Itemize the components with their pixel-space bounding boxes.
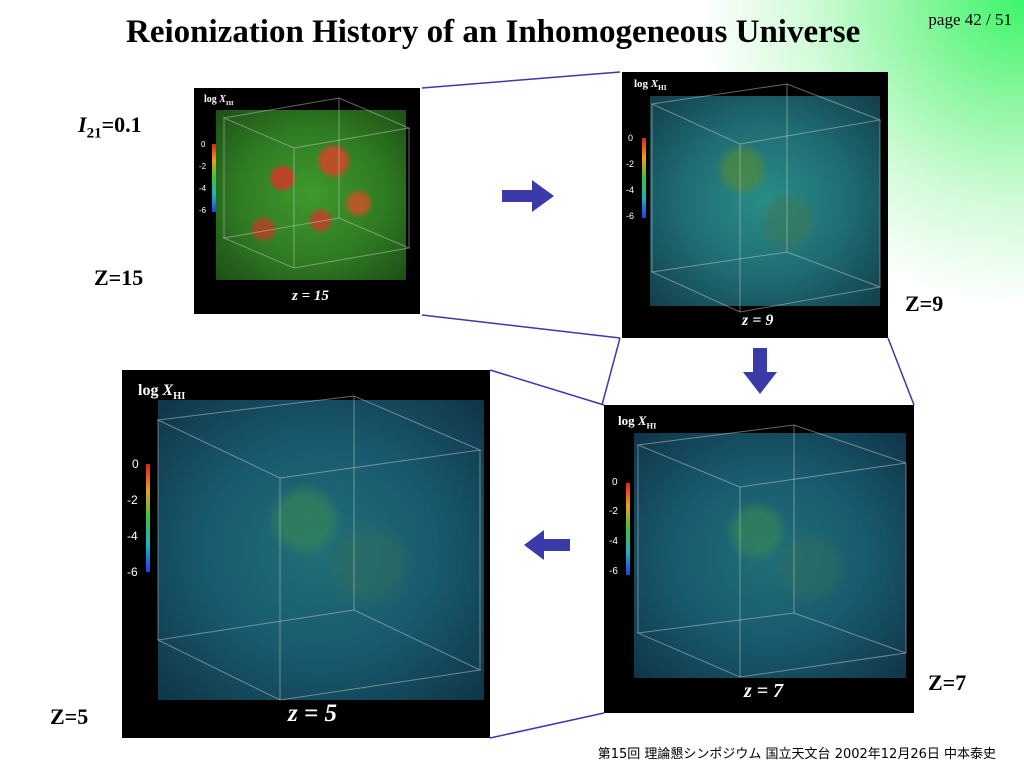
simulation-render-z9 bbox=[650, 96, 880, 306]
tick-z15-2: -4 bbox=[199, 184, 207, 193]
intensity-symbol: I bbox=[78, 112, 87, 137]
legend-title-z15: log XHI bbox=[204, 94, 234, 107]
tick-z5-3: -6 bbox=[127, 565, 138, 579]
colorbar-z9 bbox=[642, 138, 646, 218]
simulation-render-z5 bbox=[158, 400, 484, 700]
tick-z9-3: -6 bbox=[626, 211, 635, 221]
intensity-value: =0.1 bbox=[101, 112, 142, 137]
cube-outline-z9 bbox=[650, 83, 882, 313]
panel-z9: log XHI 0 -2 -4 -6 z = 9 bbox=[622, 72, 888, 338]
tick-z7-2: -4 bbox=[609, 536, 618, 547]
arrow-left-icon bbox=[524, 530, 570, 560]
panel-z5: log XHI 0 -2 -4 -6 z = 5 bbox=[122, 370, 490, 738]
caption-z7: Z=7 bbox=[928, 670, 967, 695]
caption-z15: Z=15 bbox=[94, 265, 144, 290]
page-number: page 42 / 51 bbox=[928, 10, 1012, 29]
tick-z5-0: 0 bbox=[132, 457, 139, 471]
colorbar-z5 bbox=[146, 464, 150, 572]
tick-z5-2: -4 bbox=[127, 529, 138, 543]
cube-outline-z7 bbox=[636, 424, 907, 678]
arrow-right-icon bbox=[502, 180, 554, 212]
panel-z7: log XHI 0 -2 -4 -6 z = 7 bbox=[604, 405, 914, 713]
inner-label-z5: z = 5 bbox=[288, 700, 337, 727]
inner-label-z7: z = 7 bbox=[744, 680, 784, 702]
colorbar-z15 bbox=[212, 144, 216, 212]
arrow-down-icon bbox=[743, 348, 777, 394]
tick-z7-0: 0 bbox=[612, 477, 618, 488]
legend-title-z9: log XHI bbox=[634, 78, 667, 93]
simulation-render-z15 bbox=[216, 110, 406, 280]
slide-footer: 第15回 理論懇シンポジウム 国立天文台 2002年12月26日 中本泰史 bbox=[597, 747, 996, 762]
inner-label-z9: z = 9 bbox=[742, 312, 774, 329]
intensity-label: I21=0.1 bbox=[78, 112, 142, 142]
legend-title-z7: log XHI bbox=[618, 413, 657, 431]
panel-z15: log XHI 0 -2 -4 -6 z = 15 bbox=[194, 88, 420, 314]
cube-outline-z15 bbox=[222, 97, 411, 269]
slide-title: Reionization History of an Inhomogeneous… bbox=[126, 14, 861, 50]
caption-z9: Z=9 bbox=[905, 291, 944, 316]
tick-z7-3: -6 bbox=[609, 566, 618, 577]
tick-z5-1: -2 bbox=[127, 493, 138, 507]
legend-title-z5: log XHI bbox=[138, 382, 186, 403]
tick-z9-2: -4 bbox=[626, 185, 635, 195]
tick-z9-0: 0 bbox=[628, 133, 634, 143]
caption-z5: Z=5 bbox=[50, 704, 89, 729]
tick-z15-0: 0 bbox=[201, 140, 206, 149]
tick-z15-3: -6 bbox=[199, 206, 207, 215]
tick-z7-1: -2 bbox=[609, 506, 618, 517]
colorbar-z7 bbox=[626, 483, 630, 575]
cube-outline-z5 bbox=[156, 395, 482, 701]
tick-z15-1: -2 bbox=[199, 162, 207, 171]
tick-z9-1: -2 bbox=[626, 159, 635, 169]
intensity-subscript: 21 bbox=[86, 125, 102, 142]
inner-label-z15: z = 15 bbox=[292, 288, 329, 304]
